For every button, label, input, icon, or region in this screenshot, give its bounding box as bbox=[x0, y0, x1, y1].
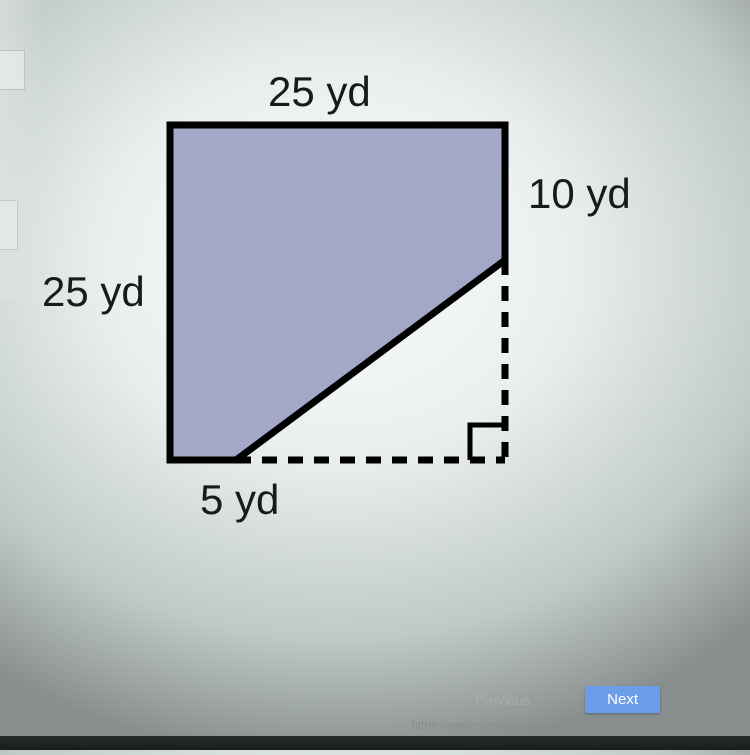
left-side-label: 25 yd bbox=[42, 268, 145, 316]
previous-button[interactable]: Previous bbox=[476, 692, 530, 708]
right-angle-marker bbox=[470, 425, 505, 460]
right-side-label: 10 yd bbox=[528, 170, 631, 218]
bottom-side-label: 5 yd bbox=[200, 476, 279, 524]
footer-url: https://www.summitlearning.org/my/assess… bbox=[411, 718, 730, 732]
next-button[interactable]: Next bbox=[585, 686, 660, 713]
geometry-diagram: 25 yd 10 yd 25 yd 5 yd bbox=[0, 0, 750, 750]
diagram-svg bbox=[0, 0, 750, 750]
footer-divider bbox=[0, 736, 750, 750]
footer-bar: Previous Next https://www.summitlearning… bbox=[0, 680, 750, 750]
top-side-label: 25 yd bbox=[268, 68, 371, 116]
irregular-pentagon bbox=[170, 125, 505, 460]
